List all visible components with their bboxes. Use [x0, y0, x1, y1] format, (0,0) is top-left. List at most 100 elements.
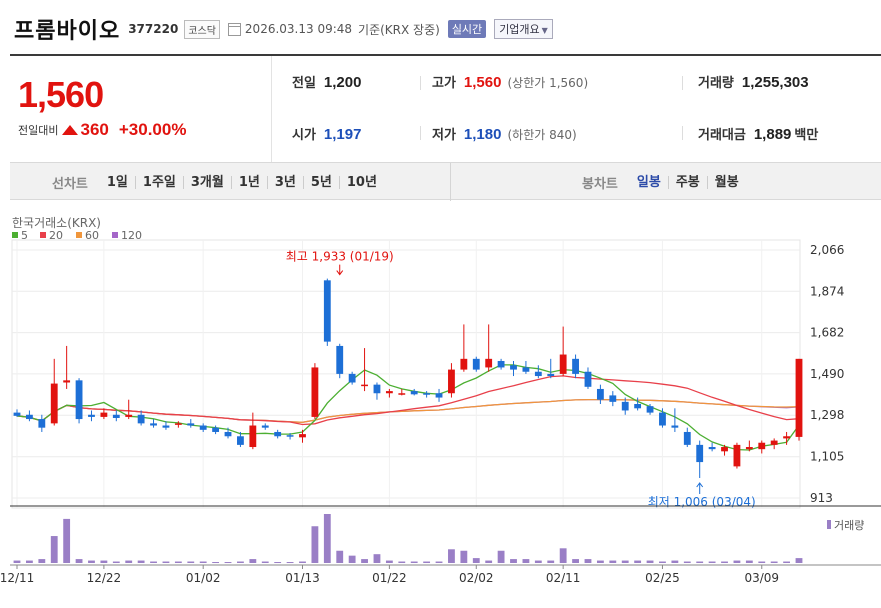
- low-arrow-icon: [696, 482, 704, 494]
- x-tick-label-0: 12/11: [0, 571, 34, 585]
- tab-period-1y[interactable]: 1년: [230, 175, 267, 189]
- candle-body-49: [621, 401, 629, 411]
- candle-body-46: [584, 371, 592, 387]
- volume-bar-3: [50, 536, 58, 563]
- volume-bar-12: [162, 561, 170, 563]
- x-tick-label-5: 02/02: [459, 571, 494, 585]
- upper-limit-arrow-icon: [62, 125, 79, 135]
- candle-body-20: [261, 425, 269, 428]
- volume-bar-1: [25, 560, 33, 563]
- tab-period-3y[interactable]: 3년: [266, 175, 303, 189]
- current-price: 1,560: [18, 74, 104, 115]
- volume-bar-9: [125, 560, 133, 563]
- volume-bar-22: [286, 562, 294, 564]
- candle-body-19: [249, 425, 257, 448]
- tab-period-1w[interactable]: 1주일: [134, 175, 183, 189]
- tab-candle-monthly[interactable]: 월봉: [706, 175, 746, 189]
- legend-swatch-1: [40, 232, 46, 238]
- candle-body-16: [212, 427, 220, 432]
- volume-bar-43: [547, 560, 555, 563]
- candle-body-47: [596, 388, 604, 400]
- stat-divider: [420, 76, 421, 90]
- stat-label: 고가: [432, 76, 456, 91]
- change-label: 전일대비: [18, 124, 59, 137]
- x-tick-label-3: 01/13: [285, 571, 320, 585]
- legend-label-2: 60: [85, 229, 99, 242]
- candlestick-chart[interactable]: 한국거래소(KRX) 5 20 60 120 2,066 1,874 1,682 1,490…: [0, 208, 881, 608]
- candle-chart-label: 봉차트: [582, 176, 618, 192]
- volume-bar-45: [572, 559, 579, 563]
- x-tick-label-4: 01/22: [372, 571, 407, 585]
- candle-body-30: [385, 391, 393, 394]
- stat-open: 시가 1,197: [292, 124, 361, 143]
- change-amount: 360: [80, 120, 109, 139]
- volume-bar-44: [559, 548, 567, 563]
- candle-body-7: [100, 412, 108, 417]
- price-change-row: 전일대비 360 +30.00%: [18, 120, 186, 140]
- candle-body-34: [435, 393, 443, 398]
- tab-period-3m[interactable]: 3개월: [182, 175, 231, 189]
- candle-body-61: [770, 440, 778, 445]
- volume-bar-17: [224, 562, 232, 564]
- chart-tab-bar: 선차트 1일 1주일 3개월 1년 3년 5년 10년 봉차트 일봉 주봉 월봉: [10, 162, 881, 201]
- volume-bar-51: [646, 560, 654, 563]
- volume-bar-15: [199, 561, 207, 563]
- stat-label: 저가: [432, 128, 456, 143]
- volume-bar-55: [696, 561, 704, 563]
- company-info-dropdown[interactable]: 기업개요 ▼: [494, 19, 553, 39]
- volume-bar-27: [348, 555, 356, 563]
- quote-datetime: 2026.03.13 09:48: [244, 22, 353, 36]
- candle-body-41: [522, 367, 530, 372]
- volume-bar-11: [150, 561, 157, 563]
- candle-body-42: [534, 371, 542, 377]
- volume-bar-38: [485, 560, 493, 563]
- candles: [13, 278, 803, 478]
- tab-divider: [450, 163, 451, 201]
- volume-bar-8: [112, 561, 120, 563]
- candle-body-5: [75, 380, 83, 420]
- stat-value: 1,197: [323, 126, 362, 143]
- candle-body-23: [299, 434, 306, 438]
- candle-body-11: [150, 423, 157, 426]
- tab-period-5y[interactable]: 5년: [302, 175, 339, 189]
- volume-bar-29: [373, 554, 381, 563]
- tab-candle-daily[interactable]: 일봉: [636, 174, 661, 190]
- tab-period-10y[interactable]: 10년: [338, 175, 384, 189]
- stat-unit: 백만: [794, 128, 819, 143]
- candle-body-9: [125, 414, 133, 417]
- tab-period-1d[interactable]: 1일: [106, 174, 128, 190]
- volume-bar-36: [460, 550, 468, 563]
- tab-candle-weekly[interactable]: 주봉: [667, 175, 707, 189]
- lower-limit: (하한가 840): [507, 128, 577, 142]
- volume-bar-57: [721, 561, 728, 563]
- volume-bar-4: [63, 518, 71, 563]
- legend-label-1: 20: [49, 229, 63, 242]
- volume-bar-59: [745, 560, 753, 563]
- candle-body-21: [274, 431, 282, 437]
- volume-bar-19: [249, 559, 257, 563]
- volume-bar-39: [497, 550, 505, 563]
- x-tick-label-7: 02/25: [645, 571, 680, 585]
- ma-legend: 5 20 60 120: [12, 229, 142, 242]
- chart-annotations: 최고 1,933 (01/19) 최저 1,006 (03/04): [286, 250, 756, 509]
- volume-bar-16: [212, 562, 220, 564]
- stat-label: 시가: [292, 128, 316, 143]
- stat-value: 1,180: [463, 126, 502, 143]
- realtime-button[interactable]: 실시간: [447, 20, 487, 38]
- candle-body-8: [112, 414, 120, 418]
- stat-trade-value: 거래대금 1,889 백만: [698, 124, 818, 143]
- candle-body-27: [348, 373, 356, 383]
- stat-low: 저가 1,180 (하한가 840): [432, 124, 577, 143]
- company-info-label: 기업개요: [499, 23, 540, 36]
- candle-body-43: [547, 373, 555, 377]
- volume-bar-20: [261, 561, 269, 563]
- volume-bar-54: [683, 561, 691, 563]
- stock-header: 프롬바이오 377220 코스닥 2026.03.13 09:48 기준(KRX…: [14, 12, 553, 46]
- candle-body-29: [373, 384, 381, 394]
- volume-bar-46: [584, 559, 592, 563]
- candle-body-2: [38, 419, 46, 428]
- upper-limit: (상한가 1,560): [507, 76, 589, 90]
- volume-bar-5: [75, 559, 83, 563]
- volume-bar-30: [385, 560, 393, 563]
- stat-value: 1,889: [753, 126, 792, 143]
